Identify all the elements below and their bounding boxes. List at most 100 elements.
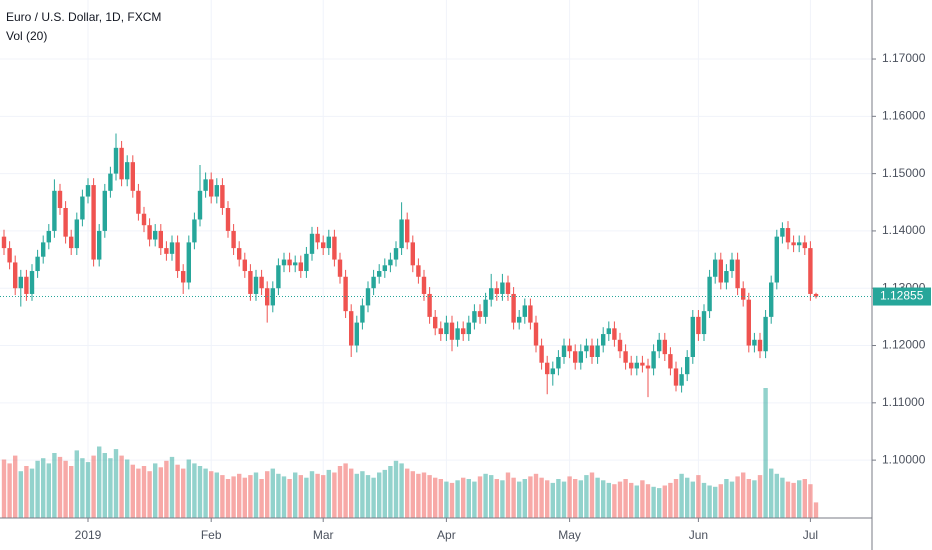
candle-body — [365, 288, 371, 306]
volume-bar — [735, 476, 740, 518]
candle-body — [237, 248, 242, 260]
volume-bar — [612, 484, 617, 518]
volume-bar — [388, 466, 393, 518]
volume-bar — [113, 449, 119, 518]
volume-bar — [158, 467, 163, 518]
volume-bar — [752, 480, 757, 518]
candle-body — [360, 305, 365, 323]
volume-bar — [539, 477, 544, 518]
candle-body — [612, 328, 617, 340]
candle-body — [673, 368, 679, 386]
candle-body — [808, 248, 813, 294]
candle-body — [584, 345, 589, 352]
volume-bar — [679, 473, 684, 518]
candle-body — [707, 276, 712, 312]
volume-bar — [421, 472, 427, 518]
candle-body — [623, 351, 628, 363]
candle-body — [679, 374, 684, 386]
chart-title: Euro / U.S. Dollar, 1D, FXCM — [6, 10, 161, 24]
volume-bar — [29, 468, 35, 518]
candle-body — [533, 322, 539, 346]
candle-body — [24, 276, 29, 294]
candle-body — [248, 271, 253, 294]
volume-bar — [399, 463, 404, 518]
candle-body — [617, 339, 623, 352]
volume-bar — [550, 482, 555, 518]
volume-bar — [455, 480, 460, 518]
volume-bar — [321, 475, 326, 518]
volume-bar — [46, 463, 51, 518]
volume-bar — [410, 471, 415, 518]
volume-bar — [13, 455, 18, 518]
candle-body — [685, 356, 690, 375]
candle-body — [321, 242, 326, 249]
candle-body — [74, 219, 79, 249]
volume-bar — [662, 485, 667, 518]
candle-body — [29, 271, 35, 294]
volume-bar — [472, 481, 477, 518]
volume-bar — [808, 484, 813, 518]
candle-body — [421, 276, 427, 294]
volume-bar — [623, 479, 628, 518]
candle-body — [113, 147, 119, 174]
volume-bar — [377, 472, 382, 518]
volume-bar — [248, 475, 253, 518]
volume-pane — [1, 388, 819, 518]
x-tick-label: 2019 — [75, 528, 102, 542]
volume-bar — [444, 481, 449, 518]
candle-body — [494, 288, 499, 294]
candle-body — [393, 248, 399, 260]
candle-body — [298, 262, 303, 272]
candle-body — [326, 236, 331, 249]
candle-body — [589, 345, 595, 357]
candle-body — [1, 236, 7, 249]
candle-body — [601, 334, 606, 346]
volume-bar — [337, 466, 343, 518]
candle-body — [147, 225, 152, 240]
volume-bar — [181, 468, 186, 518]
volume-bar — [253, 472, 259, 518]
candle-body — [405, 219, 410, 243]
volume-bar — [382, 469, 387, 518]
volume-bar — [813, 502, 819, 518]
candle-body — [550, 368, 555, 375]
volume-bar — [192, 463, 197, 518]
volume-bar — [259, 479, 264, 518]
candle-body — [455, 328, 460, 340]
candle-body — [69, 236, 74, 249]
candle-body — [797, 242, 802, 246]
volume-bar — [645, 484, 651, 518]
volume-bar — [35, 460, 40, 518]
candle-body — [337, 259, 343, 277]
volume-bar — [287, 479, 292, 518]
candle-body — [438, 328, 443, 335]
candle-body — [522, 305, 527, 317]
candle-body — [567, 345, 572, 352]
candle-body — [119, 147, 124, 180]
candle-body — [629, 362, 634, 369]
volume-bar — [175, 464, 180, 518]
volume-bar — [729, 481, 735, 518]
candle-body — [141, 213, 147, 226]
volume-bar — [130, 464, 135, 518]
volume-bar — [315, 473, 320, 518]
candle-body — [735, 259, 740, 289]
indicator-label: Vol (20) — [6, 29, 47, 43]
volume-bar — [91, 455, 96, 518]
candle-body — [645, 365, 651, 369]
volume-bar — [701, 482, 707, 518]
x-tick-label: Feb — [201, 528, 222, 542]
candle-body — [433, 316, 438, 329]
volume-bar — [63, 460, 68, 518]
volume-bar — [326, 469, 331, 518]
candle-body — [668, 354, 673, 369]
volume-bar — [578, 480, 583, 518]
volume-bar — [561, 481, 567, 518]
y-tick-label: 1.11000 — [882, 395, 925, 409]
candle-body — [690, 316, 695, 357]
candle-body — [573, 351, 578, 363]
candle-body — [304, 253, 309, 272]
candle-body — [281, 259, 287, 266]
volume-bar — [52, 453, 57, 518]
